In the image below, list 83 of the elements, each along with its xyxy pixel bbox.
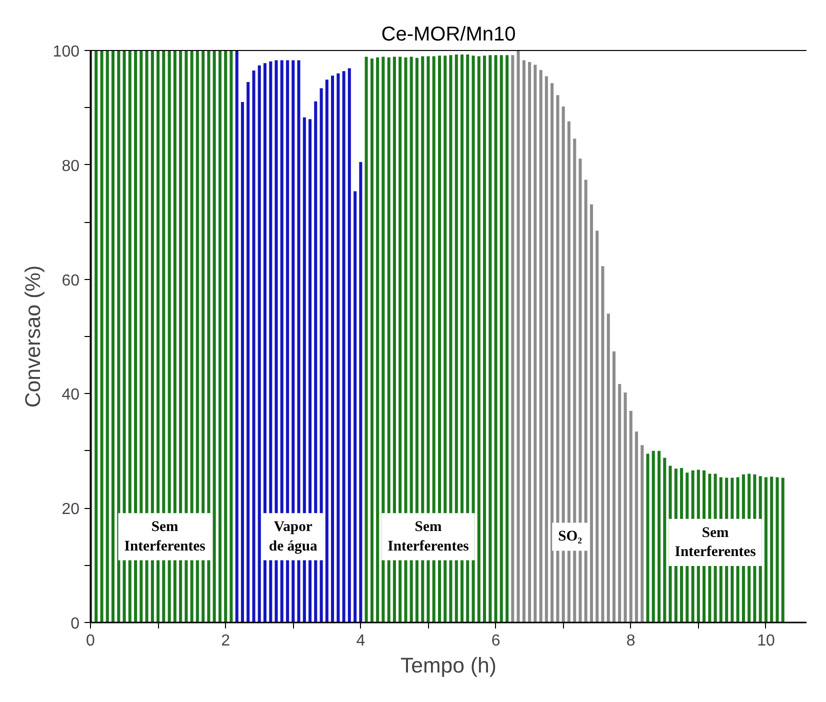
bar bbox=[590, 204, 594, 622]
bar bbox=[624, 392, 627, 622]
bar bbox=[359, 162, 362, 622]
bar bbox=[776, 477, 779, 622]
bar bbox=[370, 58, 374, 622]
x-tick-label: 0 bbox=[86, 632, 96, 650]
y-tick-label: 0 bbox=[70, 616, 80, 632]
annotation: Sem Interferentes bbox=[124, 519, 206, 554]
bar bbox=[534, 64, 537, 622]
bar bbox=[612, 351, 616, 622]
bar bbox=[240, 102, 244, 622]
y-tick-label: 20 bbox=[62, 501, 80, 518]
x-tick-label: 6 bbox=[491, 632, 500, 650]
bar bbox=[325, 80, 328, 622]
bar bbox=[516, 50, 520, 622]
bar bbox=[218, 50, 222, 622]
bar bbox=[500, 55, 503, 622]
annotation: Vapor de água bbox=[268, 519, 318, 554]
bar bbox=[522, 60, 526, 622]
bar bbox=[528, 62, 532, 622]
bar bbox=[258, 65, 261, 622]
bar bbox=[634, 431, 638, 622]
annotation: SO₂ bbox=[558, 528, 583, 545]
bar bbox=[354, 191, 357, 622]
bar bbox=[336, 73, 340, 622]
bar bbox=[482, 56, 486, 622]
y-tick-label: 80 bbox=[62, 158, 80, 175]
bar bbox=[618, 384, 622, 622]
bar bbox=[212, 50, 216, 622]
bar bbox=[106, 50, 109, 622]
bar bbox=[252, 70, 256, 622]
bar bbox=[94, 50, 98, 622]
bar bbox=[781, 478, 784, 622]
x-axis-title: Tempo (h) bbox=[400, 654, 497, 678]
bar bbox=[230, 50, 233, 622]
bar bbox=[376, 57, 380, 622]
annotation: Sem Interferentes bbox=[674, 524, 756, 560]
chart-title: Ce-MOR/Mn10 bbox=[381, 24, 516, 46]
bar bbox=[663, 458, 666, 622]
bar bbox=[364, 56, 368, 622]
bar bbox=[511, 55, 514, 622]
y-tick-label: 100 bbox=[52, 44, 80, 60]
x-tick-label: 10 bbox=[757, 632, 775, 650]
y-axis-title: Conversao (%) bbox=[20, 265, 45, 408]
bar bbox=[539, 70, 542, 622]
bar bbox=[122, 50, 126, 622]
bar bbox=[606, 314, 610, 622]
x-tick-label: 8 bbox=[626, 632, 636, 650]
bar bbox=[224, 50, 228, 622]
bar bbox=[246, 82, 250, 622]
bar bbox=[111, 50, 115, 622]
bar bbox=[764, 477, 768, 622]
annotation: Sem Interferentes bbox=[388, 519, 470, 554]
y-tick-label: 60 bbox=[62, 272, 80, 290]
bar bbox=[494, 55, 498, 622]
y-tick-label: 40 bbox=[62, 386, 80, 404]
x-tick-label: 4 bbox=[356, 632, 366, 650]
bar bbox=[601, 266, 604, 622]
bar bbox=[488, 55, 492, 622]
bar bbox=[658, 450, 661, 622]
bar bbox=[506, 55, 509, 622]
bar bbox=[117, 50, 120, 622]
bar bbox=[550, 83, 554, 622]
bar bbox=[331, 76, 334, 622]
bar bbox=[477, 56, 480, 622]
bar bbox=[348, 68, 351, 622]
bar bbox=[646, 454, 650, 622]
bar bbox=[652, 450, 655, 622]
bar bbox=[100, 50, 104, 622]
bar bbox=[629, 410, 632, 622]
bar bbox=[342, 71, 346, 622]
bar bbox=[320, 88, 323, 622]
bar bbox=[472, 56, 475, 622]
x-tick-label: 2 bbox=[221, 632, 230, 650]
bar bbox=[382, 56, 385, 622]
bar bbox=[584, 180, 588, 622]
bar bbox=[556, 95, 560, 622]
bar bbox=[596, 230, 599, 622]
bar bbox=[770, 476, 774, 622]
bar bbox=[235, 50, 238, 622]
bar bbox=[544, 76, 548, 622]
bar bbox=[207, 50, 210, 622]
bar bbox=[640, 445, 644, 622]
